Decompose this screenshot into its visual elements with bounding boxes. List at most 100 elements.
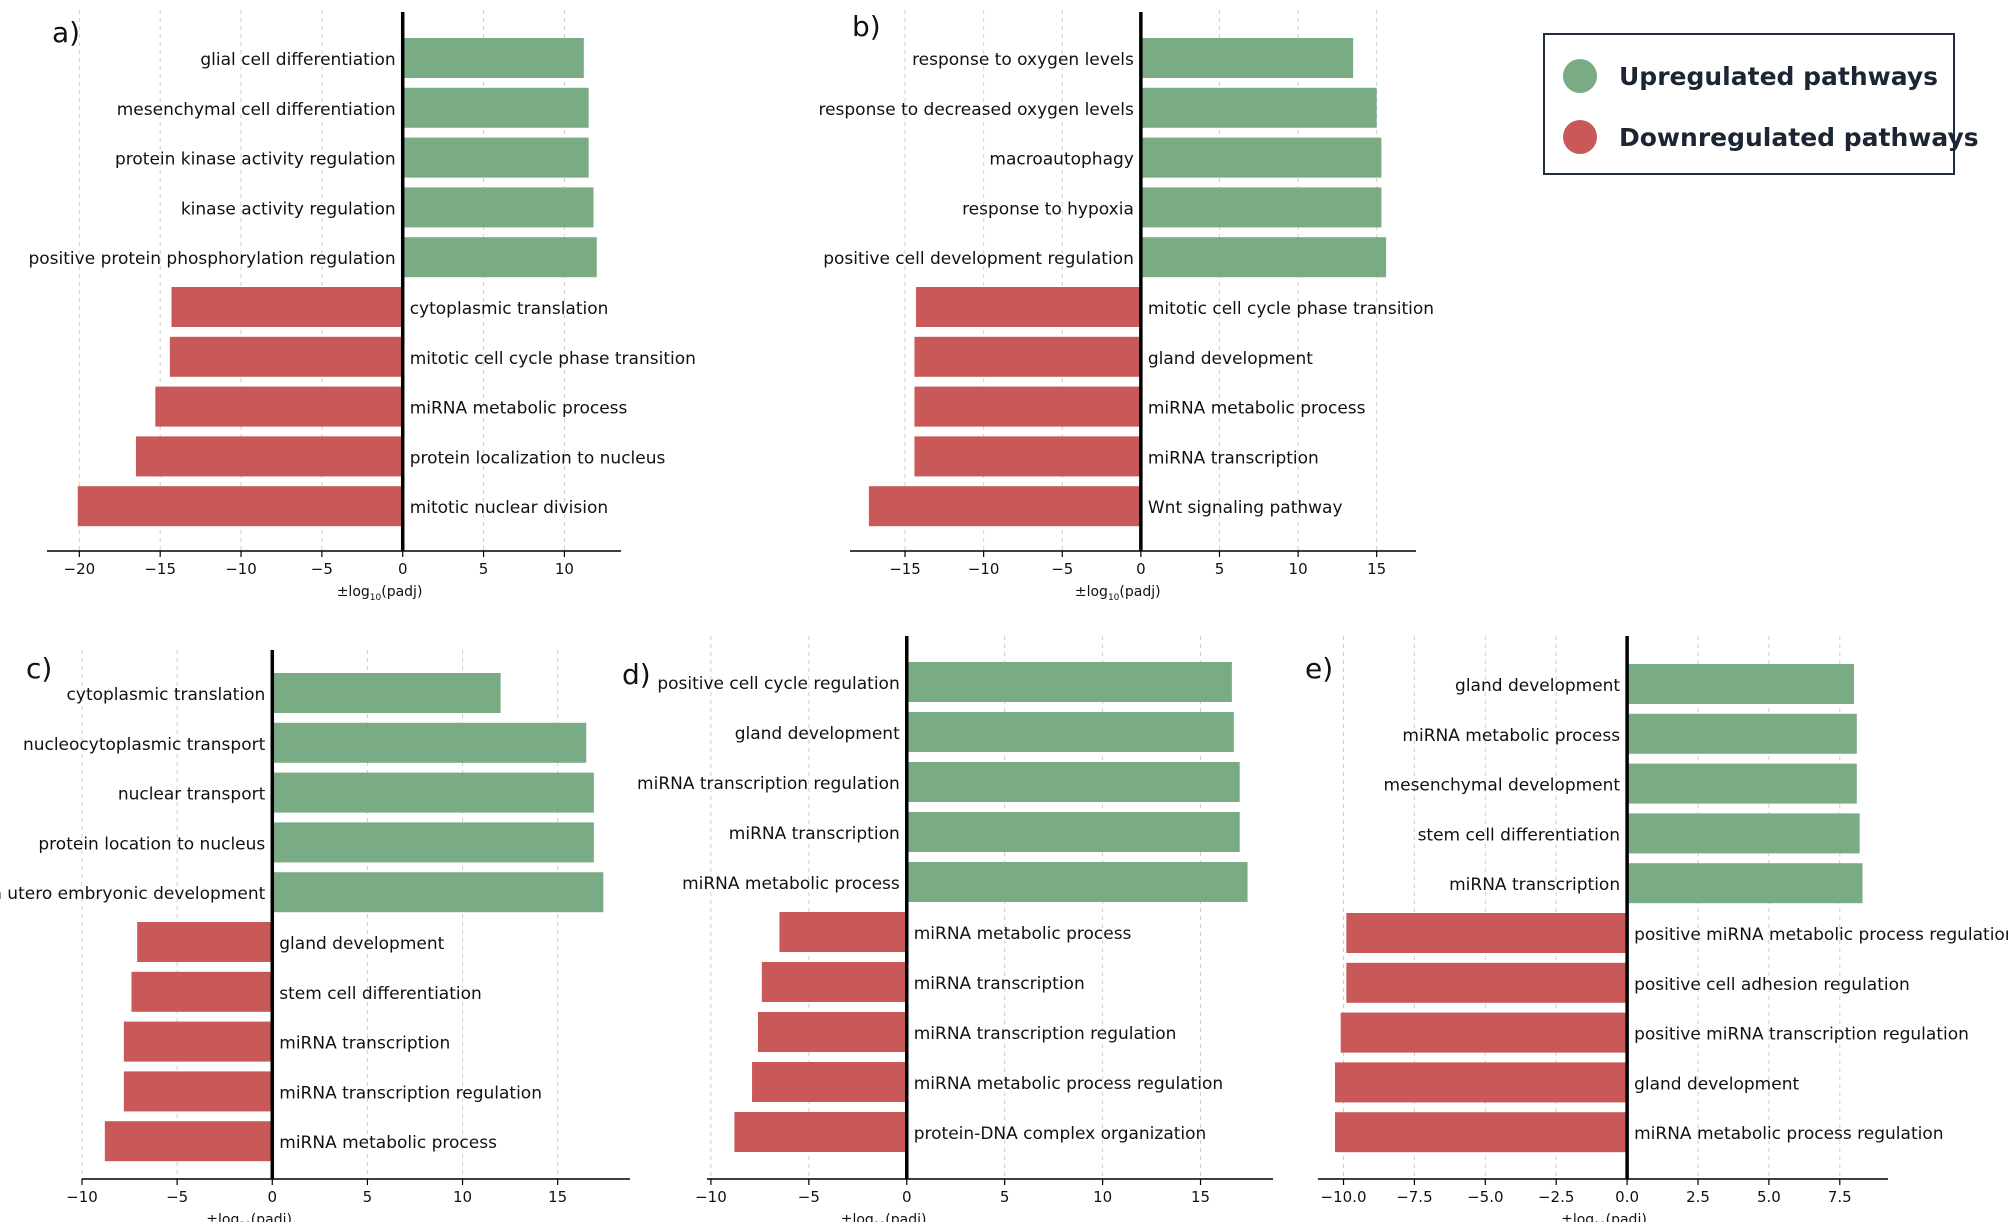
category-label: mesenchymal cell differentiation [117, 100, 396, 120]
legend-down-label: Downregulated pathways [1619, 122, 1979, 152]
category-label: positive miRNA metabolic process regulat… [1634, 925, 2008, 945]
category-label: positive cell development regulation [823, 249, 1134, 269]
category-label: positive cell adhesion regulation [1634, 975, 1910, 995]
panel-label-a: a) [52, 16, 80, 49]
bar [104, 1121, 273, 1162]
bar [402, 87, 589, 128]
bar [906, 862, 1248, 902]
x-tick-label: −10 [695, 1188, 727, 1206]
category-label: miRNA transcription [279, 1034, 450, 1054]
x-tick-label: 10 [453, 1188, 472, 1206]
category-label: gland development [1455, 676, 1620, 696]
category-label: stem cell differentiation [1418, 825, 1621, 845]
x-axis-label: ±log10(padj) [1075, 584, 1161, 603]
category-label: positive cell cycle regulation [657, 674, 899, 694]
category-label: positive miRNA transcription regulation [1634, 1025, 1969, 1045]
x-tick-label: 5 [479, 560, 489, 578]
category-label: protein kinase activity regulation [115, 150, 396, 170]
category-label: cytoplasmic translation [67, 685, 266, 705]
chart-panel-a: a) glial cell differentiation mesenchymal … [28, 10, 696, 603]
chart-panel-e: e) gland development miRNA metabolic proce… [1305, 636, 2008, 1222]
bar [906, 712, 1234, 752]
bar [1627, 664, 1854, 704]
category-label: protein-DNA complex organization [914, 1124, 1207, 1144]
category-label: response to hypoxia [962, 199, 1134, 219]
bar [1335, 1062, 1628, 1103]
bar [779, 912, 907, 952]
category-label: response to oxygen levels [912, 50, 1134, 70]
category-label: miRNA metabolic process [1402, 726, 1620, 746]
x-axis-label: ±log10(padj) [1561, 1212, 1647, 1222]
legend-item-up: Upregulated pathways [1563, 56, 1938, 96]
x-tick-label: −2.5 [1538, 1188, 1574, 1206]
bar [123, 1071, 273, 1112]
x-tick-label: 5 [1215, 560, 1225, 578]
bar [171, 287, 403, 327]
x-tick-label: 5.0 [1757, 1188, 1781, 1206]
bar [1340, 1012, 1628, 1053]
x-axis-label: ±log10(padj) [337, 584, 423, 603]
category-label: mitotic cell cycle phase transition [410, 349, 696, 369]
x-tick-label: −5 [1051, 560, 1073, 578]
bar [916, 287, 1141, 327]
bar [1346, 962, 1628, 1003]
category-label: gland development [279, 934, 444, 954]
bar [131, 971, 273, 1012]
bar [868, 486, 1141, 527]
bar [906, 812, 1240, 852]
legend-down-marker [1563, 120, 1597, 154]
category-label: gland development [1634, 1074, 1799, 1094]
category-label: macroautophagy [989, 150, 1133, 170]
bar [1335, 1112, 1628, 1153]
bar [135, 436, 403, 477]
panel-label-e: e) [1305, 652, 1333, 685]
bar [402, 187, 594, 228]
category-label: Wnt signaling pathway [1148, 498, 1343, 518]
category-label: gland development [735, 724, 900, 744]
category-label: miRNA metabolic process [682, 874, 900, 894]
x-tick-label: −10 [66, 1188, 98, 1206]
panel-label-c: c) [26, 652, 52, 685]
bar [914, 336, 1141, 377]
bar [914, 436, 1141, 477]
bar [1346, 913, 1628, 953]
bar [914, 386, 1141, 427]
category-label: response to decreased oxygen levels [818, 100, 1134, 120]
category-label: mitotic nuclear division [410, 498, 608, 518]
legend-item-down: Downregulated pathways [1563, 117, 1979, 157]
category-label: gland development [1148, 349, 1313, 369]
chart-panel-c: c) cytoplasmic translation nucleocytoplasm… [0, 650, 630, 1222]
bar [906, 662, 1232, 702]
panel-label-d: d) [622, 658, 651, 691]
x-tick-label: 15 [1191, 1188, 1210, 1206]
x-tick-label: 10 [1093, 1188, 1112, 1206]
x-axis-label: ±log10(padj) [841, 1212, 927, 1222]
bar [1627, 763, 1857, 804]
bar [169, 336, 403, 377]
x-tick-label: −5 [166, 1188, 188, 1206]
category-label: protein localization to nucleus [410, 448, 666, 468]
bar [402, 237, 597, 278]
category-label: miRNA transcription regulation [914, 1024, 1177, 1044]
category-label: nucleocytoplasmic transport [23, 735, 266, 755]
x-tick-label: −5.0 [1467, 1188, 1503, 1206]
x-tick-label: −10 [225, 560, 257, 578]
x-tick-label: 0 [902, 1188, 912, 1206]
category-label: miRNA transcription [1148, 448, 1319, 468]
x-tick-label: 5 [1000, 1188, 1010, 1206]
x-tick-label: −7.5 [1396, 1188, 1432, 1206]
x-tick-label: −15 [144, 560, 176, 578]
x-tick-label: −5 [311, 560, 333, 578]
bar [734, 1112, 907, 1152]
x-tick-label: −20 [64, 560, 96, 578]
category-label: miRNA transcription regulation [637, 774, 900, 794]
x-tick-label: 10 [1289, 560, 1308, 578]
bar [1627, 813, 1860, 854]
category-label: miRNA transcription [914, 974, 1085, 994]
x-tick-label: 7.5 [1828, 1188, 1852, 1206]
bar [752, 1062, 907, 1102]
bar [1140, 187, 1382, 228]
bar [272, 673, 501, 713]
bar [272, 722, 587, 763]
